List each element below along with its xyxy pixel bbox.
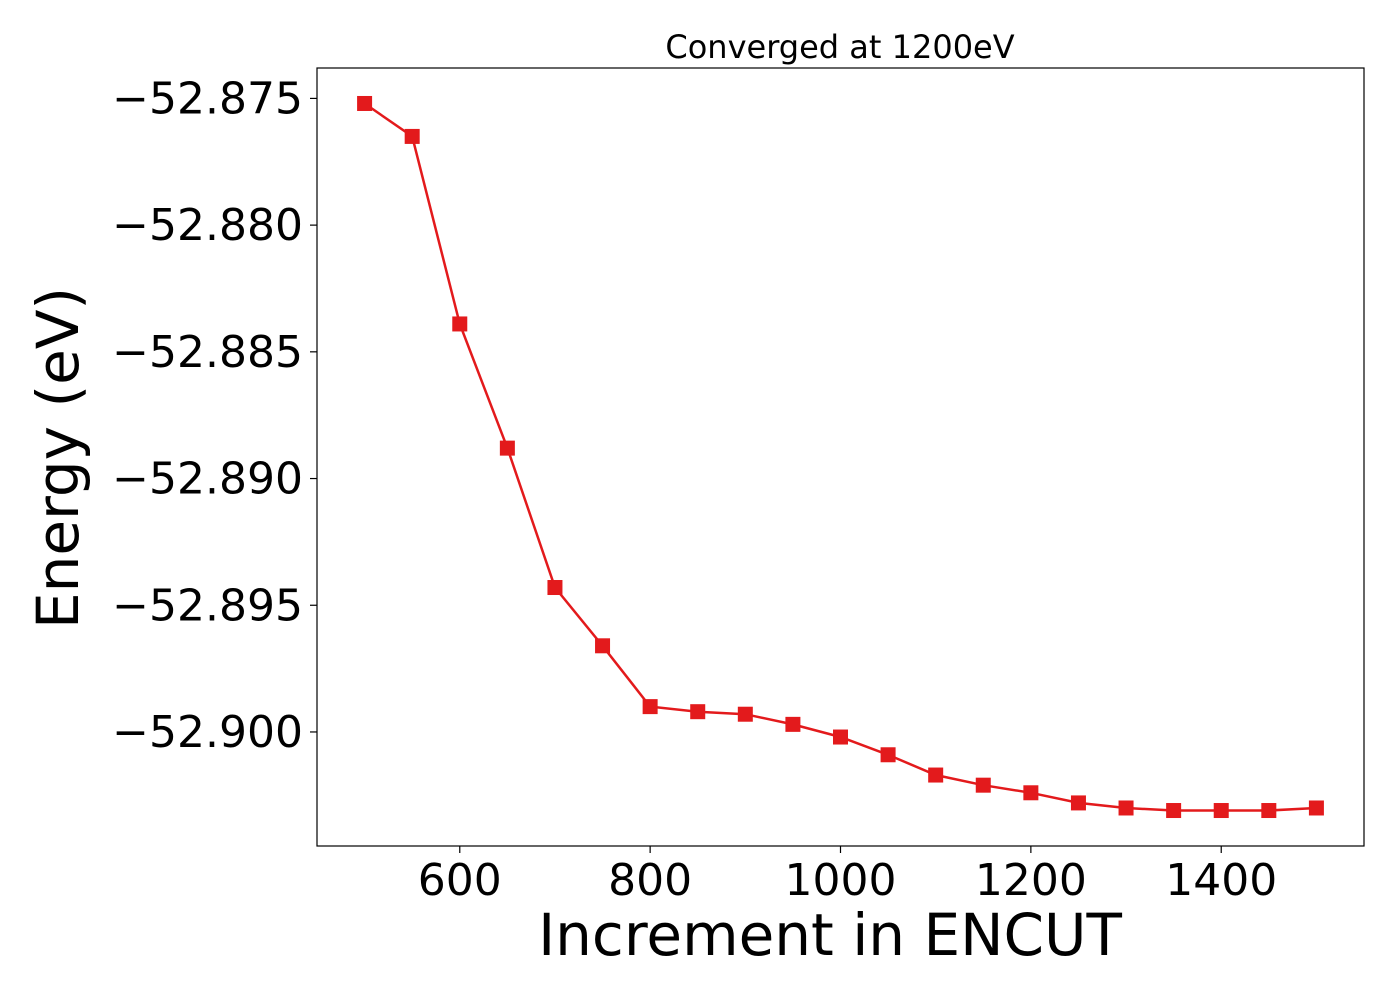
- data-point-marker: [452, 316, 468, 332]
- x-axis-label: Increment in ENCUT: [538, 901, 1122, 969]
- data-point-marker: [1070, 795, 1086, 811]
- x-tick-label: 1200: [975, 855, 1087, 906]
- data-point-marker: [595, 638, 611, 654]
- chart-title: Converged at 1200eV: [665, 28, 1014, 66]
- data-point-marker: [1166, 803, 1182, 819]
- plot-area: −52.875 −52.880 −52.885 −52.890 −52.895 −52.9…: [112, 67, 1365, 906]
- plot-frame: [316, 67, 1365, 847]
- x-tick-label: 600: [418, 855, 502, 906]
- data-point-marker: [1213, 803, 1229, 819]
- data-point-marker: [1261, 803, 1277, 819]
- y-tick-label: −52.880: [112, 200, 303, 251]
- series-line: [363, 102, 1317, 812]
- x-tick-label: 1000: [785, 855, 897, 906]
- data-point-marker: [1118, 800, 1134, 816]
- data-point-marker: [833, 729, 848, 745]
- data-point-marker: [547, 580, 563, 596]
- x-tick-label: 1400: [1165, 855, 1277, 906]
- data-point-marker: [690, 704, 706, 720]
- data-point-marker: [642, 699, 658, 715]
- x-tick-label: 800: [608, 855, 692, 906]
- y-tick-label: −52.895: [112, 580, 303, 631]
- y-tick-label: −52.875: [112, 73, 303, 124]
- y-axis-label: Energy (eV): [24, 287, 92, 629]
- data-point-marker: [880, 747, 896, 763]
- data-point-marker: [1308, 800, 1324, 816]
- data-point-marker: [928, 767, 944, 783]
- data-point-marker: [737, 706, 753, 722]
- data-point-marker: [1023, 785, 1039, 801]
- y-tick-label: −52.890: [112, 454, 303, 505]
- y-tick-label: −52.900: [112, 707, 303, 758]
- data-point-marker: [785, 716, 801, 732]
- data-point-marker: [499, 440, 515, 456]
- data-point-marker: [975, 777, 991, 793]
- data-point-marker: [357, 95, 373, 111]
- y-tick-label: −52.885: [112, 327, 303, 378]
- data-point-marker: [404, 128, 420, 144]
